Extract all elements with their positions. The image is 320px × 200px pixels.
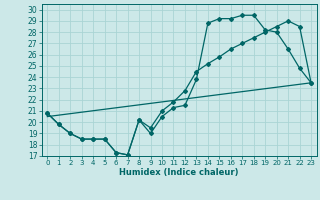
X-axis label: Humidex (Indice chaleur): Humidex (Indice chaleur): [119, 168, 239, 177]
